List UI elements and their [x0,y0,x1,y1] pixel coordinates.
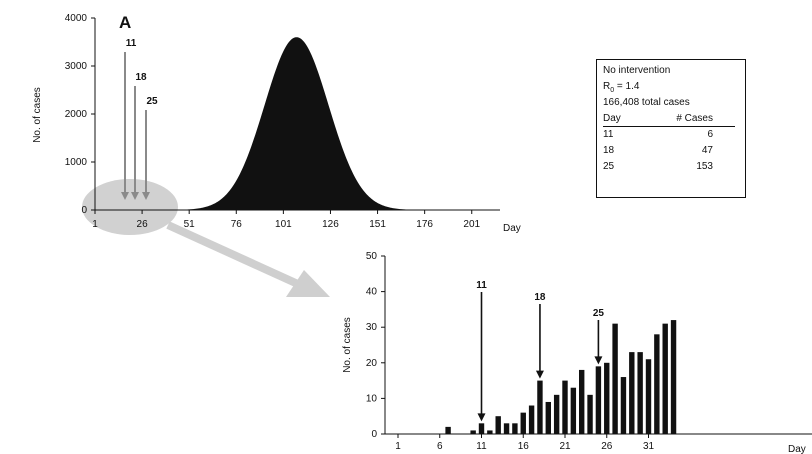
annotation-label: 11 [476,280,487,291]
x-tick-label: 16 [518,441,530,452]
y-tick-label: 10 [366,393,378,404]
row-cases: 6 [707,129,713,140]
annotation-label: 18 [135,72,147,83]
r0-subscript: 0 [610,87,615,94]
x-tick-label: 151 [369,219,386,230]
y-tick-label: 1000 [65,157,88,168]
annotation-label: 25 [146,96,158,107]
y-tick-label: 40 [366,287,378,298]
row-day: 25 [603,161,615,172]
annotation-arrow [121,52,129,200]
x-tick-label: 26 [601,441,613,452]
info-title: No intervention [603,65,671,76]
y-tick-label: 4000 [65,13,88,24]
x-tick-label: 126 [322,219,339,230]
panel-a-x-axis-title: Day [503,223,521,234]
table-header: Day # Cases [603,111,735,127]
r0-value: = 1.4 [616,81,640,92]
bar [620,377,627,434]
bar [553,394,560,434]
bar [503,423,510,434]
bar [670,320,677,434]
bar [595,366,602,434]
row-day: 11 [603,129,614,140]
bar [520,412,526,434]
x-tick-label: 76 [231,219,243,230]
panel-a-y-axis-title: No. of cases [32,87,43,143]
epidemic-curve [119,37,499,211]
table-row: 18 47 [603,143,739,159]
x-tick-label: 51 [184,219,196,230]
x-tick-label: 201 [463,219,480,230]
row-day: 18 [603,145,615,156]
y-tick-label: 0 [81,205,87,216]
no-intervention-table: No intervention R0 = 1.4 166,408 total c… [596,59,746,198]
row-cases: 47 [701,145,713,156]
bar [478,423,485,434]
total-cases: 166,408 total cases [603,97,690,108]
bar [612,323,618,434]
table-row: 11 6 [603,127,739,143]
zoom-highlight [82,179,178,235]
r0-line: R0 = 1.4 [603,79,739,95]
bar [495,416,501,434]
bar [512,423,518,434]
bar [528,405,535,434]
bar [470,430,476,434]
panel-b-y-axis-title: No. of cases [342,317,353,373]
y-tick-label: 2000 [65,109,88,120]
y-tick-label: 3000 [65,61,88,72]
bar [662,323,668,434]
table-row: 25 153 [603,159,739,175]
bar [570,387,577,434]
x-tick-label: 101 [275,219,292,230]
x-tick-label: 31 [643,441,655,452]
bar [445,426,451,434]
bar [645,359,652,434]
annotation-label: 18 [534,292,546,303]
y-tick-label: 20 [366,358,378,369]
panel-b-x-axis-title: Day [788,444,806,454]
bar [587,394,593,434]
bar [654,334,660,434]
row-cases: 153 [696,161,713,172]
r0-symbol: R [603,81,611,92]
y-tick-label: 50 [366,251,378,262]
annotation-label: 11 [126,38,137,49]
x-tick-label: 6 [437,441,443,452]
annotation-label: 25 [593,308,605,319]
col-day-header: Day [603,113,621,124]
bar [629,352,635,434]
bar [637,352,643,434]
x-tick-label: 26 [137,219,149,230]
annotation-arrow [535,304,544,379]
annotation-arrow [477,292,486,422]
col-cases-header: # Cases [676,113,713,124]
x-tick-label: 11 [476,441,487,452]
annotation-arrow [131,86,139,200]
annotation-arrow [142,110,150,200]
panel-a-letter: A [119,13,131,32]
annotation-arrow [594,320,603,365]
bar [487,430,493,434]
x-tick-label: 21 [559,441,571,452]
y-tick-label: 30 [366,322,378,333]
bar [562,380,568,434]
bar [604,362,610,434]
x-tick-label: 1 [92,219,98,230]
x-tick-label: 176 [416,219,433,230]
bar [537,380,543,434]
zoom-arrow [166,221,330,297]
y-tick-label: 0 [371,429,377,440]
bar [579,369,585,434]
bar [545,401,551,434]
x-tick-label: 1 [395,441,401,452]
